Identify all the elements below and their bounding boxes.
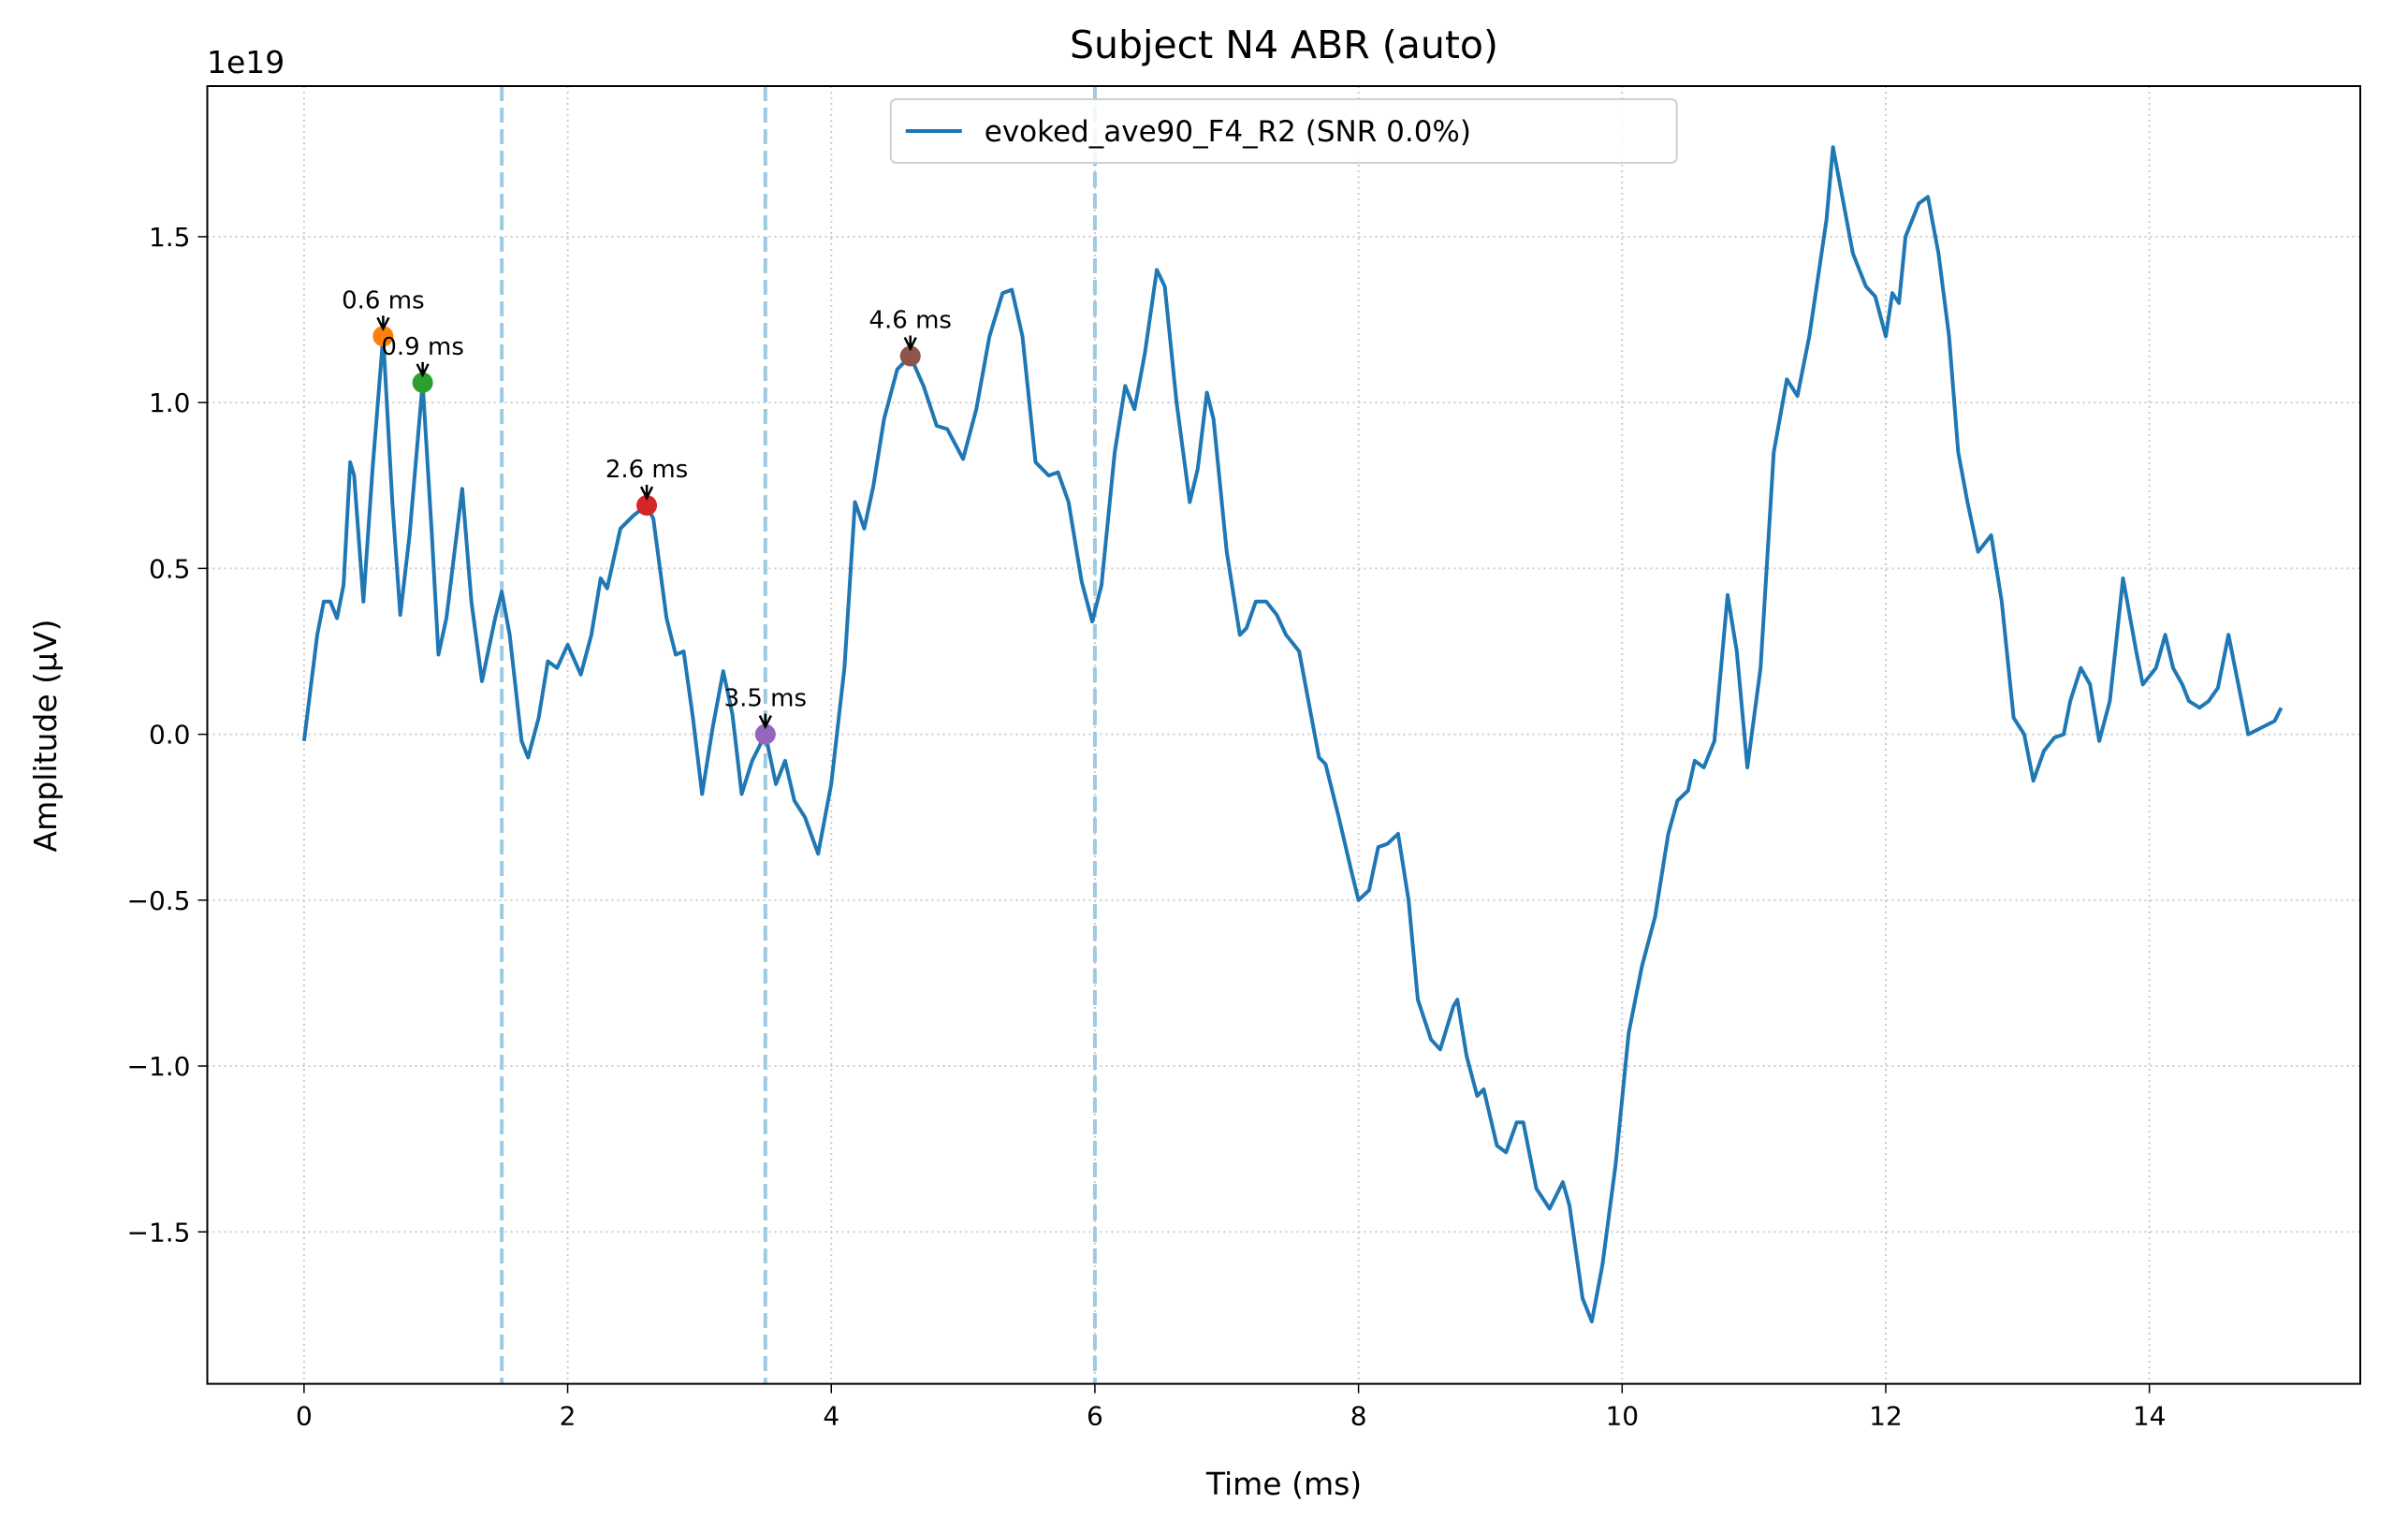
data-line [301, 145, 2284, 1323]
peak-label: 4.6 ms [868, 307, 952, 335]
annotation-arrow [376, 315, 390, 332]
y-tick-label: −1.5 [127, 1217, 191, 1248]
annotation-arrow [903, 335, 917, 352]
x-tick-label: 12 [1869, 1401, 1903, 1432]
annotation-arrow [758, 713, 772, 730]
x-axis-label: Time (ms) [1205, 1466, 1362, 1502]
legend-label: evoked_ave90_F4_R2 (SNR 0.0%) [985, 115, 1471, 149]
annotation-arrow [416, 361, 430, 378]
legend-box [889, 98, 1678, 164]
x-tick-label: 10 [1605, 1401, 1639, 1432]
legend: evoked_ave90_F4_R2 (SNR 0.0%) [889, 98, 1678, 164]
annotation-arrow [639, 485, 654, 501]
peak-marker [754, 723, 776, 745]
chart-title: Subject N4 ABR (auto) [1070, 22, 1498, 67]
x-tick-label: 6 [1087, 1401, 1103, 1432]
peak-label: 0.9 ms [381, 333, 464, 361]
peak-label: 0.6 ms [342, 286, 425, 314]
x-tick-label: 2 [560, 1401, 576, 1432]
y-tick-label: −0.5 [127, 885, 191, 916]
y-tick-label: 0.0 [149, 720, 191, 751]
y-offset-label: 1e19 [207, 44, 285, 80]
x-tick-label: 14 [2133, 1401, 2167, 1432]
y-tick-label: 1.0 [149, 387, 191, 418]
plot-frame [206, 85, 2361, 1385]
peak-marker [372, 326, 394, 347]
peak-marker [412, 372, 433, 393]
peak-label: 3.5 ms [724, 685, 808, 713]
peak-label: 2.6 ms [606, 456, 689, 484]
peak-marker [899, 345, 921, 367]
y-tick-label: 0.5 [149, 553, 191, 584]
x-tick-label: 0 [296, 1401, 313, 1432]
x-tick-label: 4 [823, 1401, 839, 1432]
x-tick-label: 8 [1350, 1401, 1367, 1432]
y-tick-label: 1.5 [149, 222, 191, 253]
y-tick-label: −1.0 [127, 1051, 191, 1082]
y-axis-label: Amplitude (µV) [27, 620, 64, 853]
peak-marker [636, 495, 658, 517]
